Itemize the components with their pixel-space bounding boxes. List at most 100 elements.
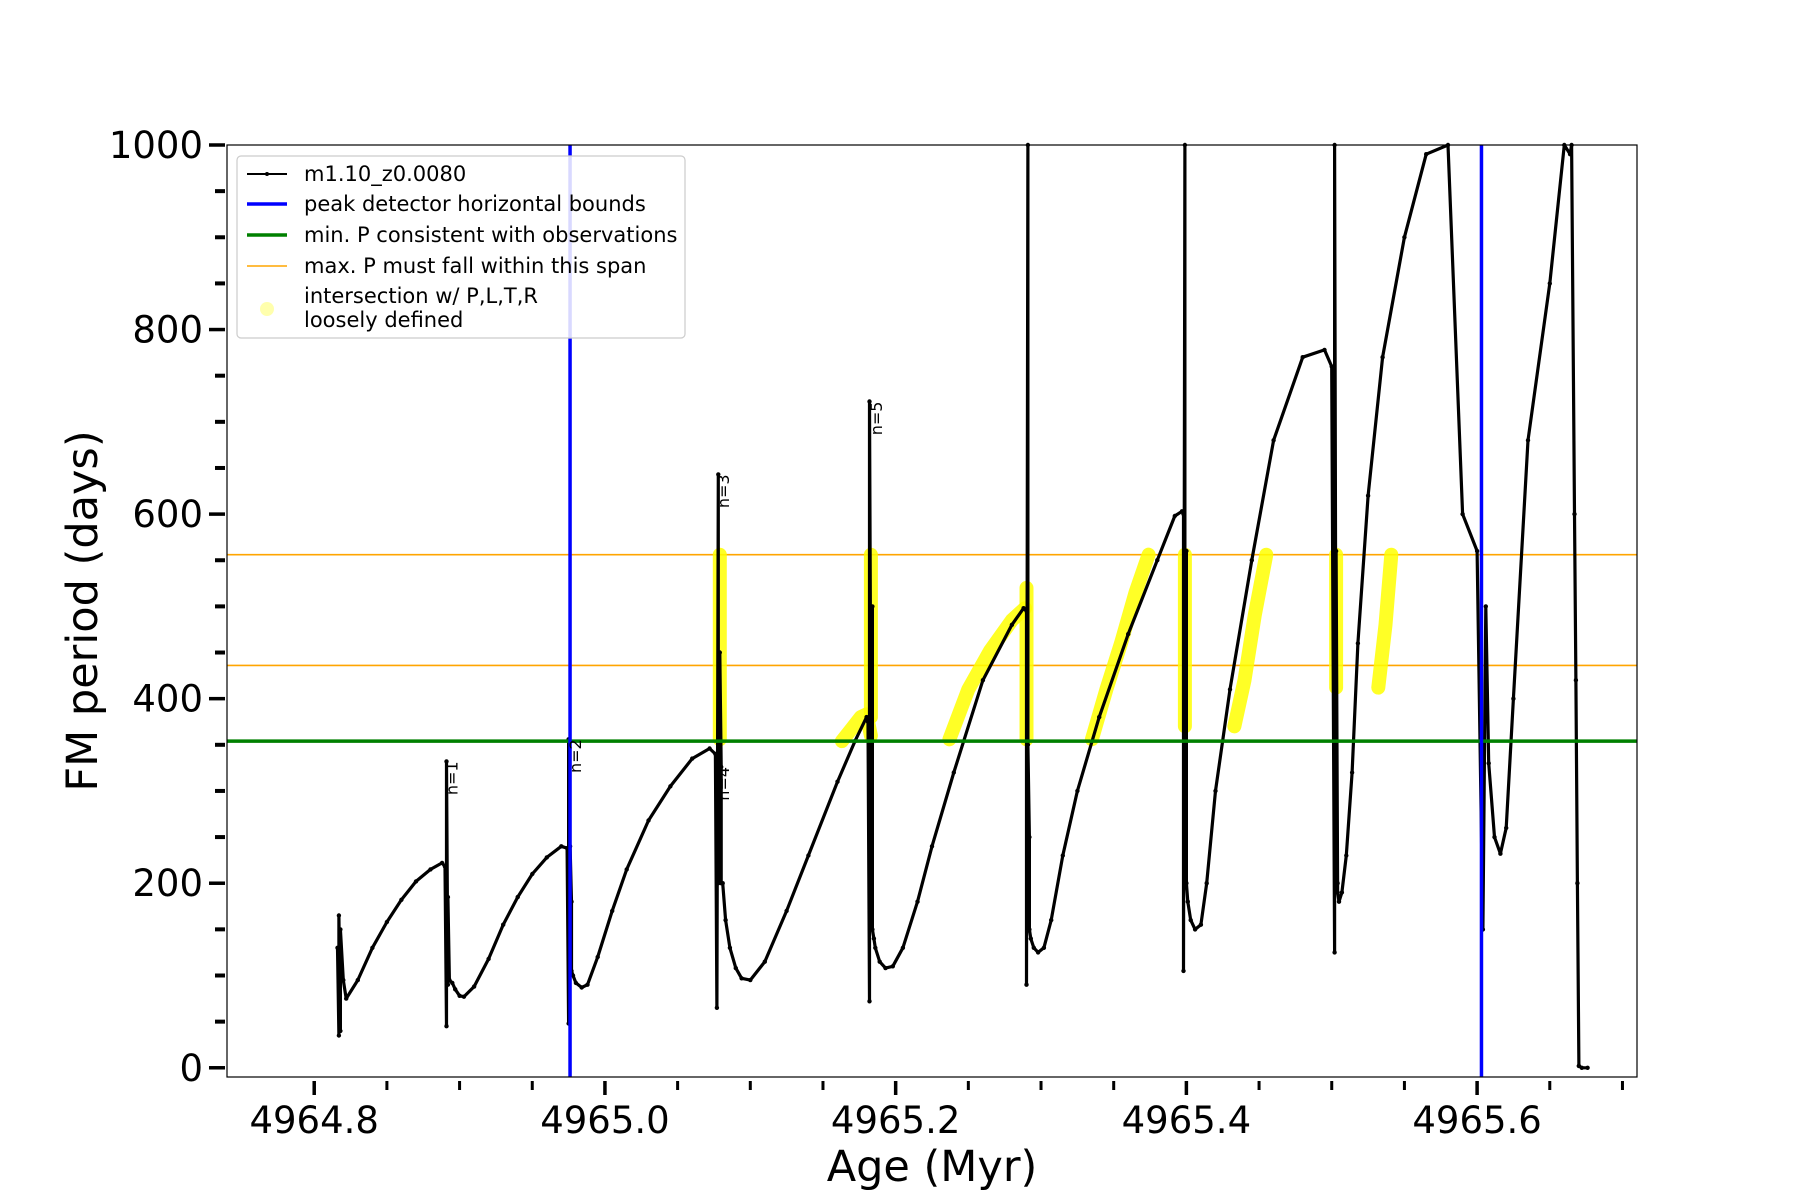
model-point	[1041, 945, 1047, 950]
model-point	[1335, 881, 1340, 886]
x-axis-title: Age (Myr)	[827, 1142, 1038, 1192]
model-point	[915, 899, 920, 904]
model-point	[720, 881, 725, 886]
model-point	[1344, 853, 1349, 858]
model-point	[1511, 696, 1516, 701]
model-point	[1573, 678, 1579, 683]
model-point	[1027, 834, 1032, 840]
model-point	[1204, 881, 1209, 886]
model-point	[370, 945, 375, 950]
model-point	[1185, 899, 1191, 904]
model-point	[1572, 511, 1577, 517]
pulse-labels: n=1 n=2 n=3 n=4 n=5	[442, 402, 885, 801]
pulse-label: n=4	[714, 767, 733, 801]
model-point	[1322, 347, 1327, 353]
x-tick-label: 4965.6	[1412, 1099, 1541, 1142]
model-point	[610, 908, 615, 914]
model-point	[1155, 558, 1160, 563]
model-point	[929, 844, 935, 849]
model-point	[762, 959, 767, 964]
model-point	[1184, 548, 1189, 554]
model-point	[713, 751, 718, 757]
model-point	[439, 860, 445, 866]
x-tick-label: 4965.2	[831, 1099, 960, 1142]
model-point	[865, 719, 871, 724]
model-point	[1365, 493, 1371, 498]
x-tick-label: 4965.0	[540, 1099, 669, 1142]
model-point	[1198, 922, 1204, 927]
model-point	[877, 959, 882, 964]
model-point	[727, 945, 733, 950]
model-point	[585, 982, 590, 987]
model-point	[447, 977, 452, 983]
model-point	[873, 945, 878, 950]
model-point	[445, 894, 451, 900]
model-line	[335, 143, 1588, 1070]
model-point	[471, 984, 477, 989]
model-point	[428, 867, 433, 872]
model-point	[444, 1023, 449, 1029]
model-point	[716, 472, 721, 477]
model-point	[1060, 853, 1066, 858]
y-tick-label: 800	[132, 309, 203, 352]
model-point	[668, 784, 673, 789]
max-period-span-lines	[227, 553, 1637, 667]
model-point	[457, 993, 462, 998]
model-point	[355, 977, 360, 983]
model-point	[1339, 890, 1345, 895]
model-point	[739, 976, 744, 981]
model-point	[515, 894, 520, 900]
model-point	[335, 945, 340, 950]
model-point	[1184, 881, 1189, 886]
model-point	[1492, 834, 1497, 840]
model-point	[868, 881, 874, 886]
model-point	[1335, 890, 1340, 895]
model-point	[1474, 548, 1480, 554]
pulse-label: n=3	[714, 474, 733, 508]
model-point	[1182, 788, 1188, 794]
model-point	[336, 913, 342, 918]
model-point	[444, 759, 449, 764]
model-point	[530, 871, 535, 877]
model-point	[1380, 355, 1385, 360]
model-point	[1329, 364, 1334, 369]
model-point	[1181, 968, 1186, 974]
model-point	[338, 1028, 343, 1034]
y-axis: 0 200 400 600 800 1000	[109, 124, 225, 1090]
model-point	[1271, 438, 1276, 443]
model-point	[1009, 622, 1015, 627]
model-point	[570, 973, 576, 978]
model-point	[717, 650, 722, 655]
legend-label-2: min. P consistent with observations	[304, 223, 677, 247]
model-point	[951, 770, 956, 775]
model-point	[717, 774, 722, 780]
model-point	[723, 917, 728, 923]
model-point	[1249, 558, 1255, 563]
model-point	[900, 945, 906, 950]
model-point	[1028, 936, 1034, 941]
model-point	[336, 1033, 342, 1038]
model-point	[384, 919, 390, 925]
model-point	[870, 604, 875, 609]
model-point	[1300, 355, 1305, 360]
model-point	[690, 756, 695, 761]
model-point	[1483, 604, 1489, 609]
model-point	[1575, 881, 1580, 886]
model-point	[413, 879, 419, 884]
legend-label-3: max. P must fall within this span	[304, 254, 646, 278]
model-point	[1025, 742, 1031, 747]
model-point	[867, 399, 872, 404]
model-point	[486, 956, 491, 962]
x-tick-label: 4964.8	[249, 1099, 378, 1142]
model-point	[595, 954, 600, 960]
model-point	[1075, 788, 1080, 794]
model-point	[835, 779, 840, 784]
model-point	[867, 999, 872, 1004]
model-point	[868, 742, 874, 747]
model-point	[453, 987, 458, 992]
model-point	[1192, 927, 1198, 932]
model-point	[1504, 825, 1509, 831]
model-point	[1486, 761, 1491, 766]
model-point	[1547, 281, 1553, 286]
